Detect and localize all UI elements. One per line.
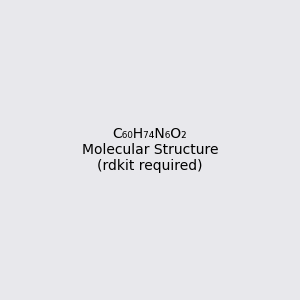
- Text: C₆₀H₇₄N₆O₂
Molecular Structure
(rdkit required): C₆₀H₇₄N₆O₂ Molecular Structure (rdkit re…: [82, 127, 218, 173]
